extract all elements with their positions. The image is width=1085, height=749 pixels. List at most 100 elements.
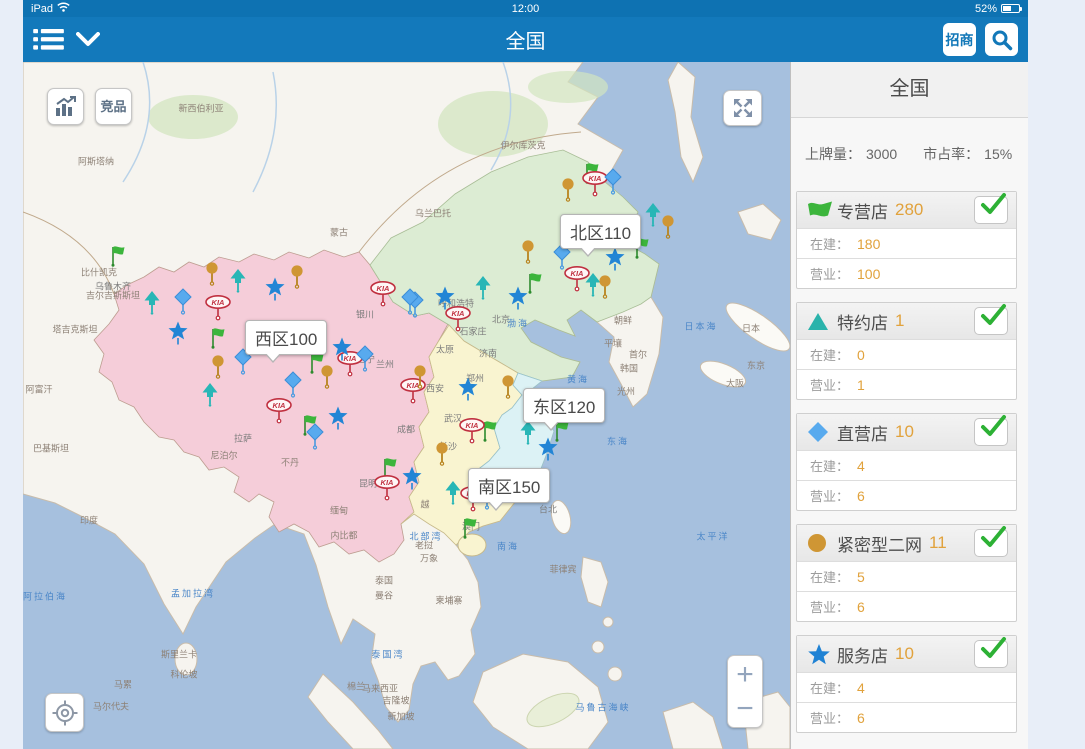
marker-circle[interactable] [210,355,226,380]
store-card-head[interactable]: 服务店 10 [797,636,1016,672]
marker-diamond[interactable] [355,345,375,372]
store-row: 在建： 4 [797,450,1016,480]
store-visibility-checkbox[interactable] [974,415,1008,446]
marker-circle[interactable] [319,365,335,390]
marker-diamond[interactable] [603,168,623,195]
marker-flag[interactable] [525,271,545,295]
page-title: 全国 [505,31,546,53]
marker-kia[interactable]: KIA [203,295,233,322]
map-place-label: 新加坡 [387,711,415,722]
zoom-in-button[interactable]: + [736,658,754,691]
marker-kia[interactable]: KIA [368,281,398,308]
marker-kia[interactable]: KIA [562,266,592,293]
marker-circle[interactable] [560,178,576,203]
map-place-label: 棉兰 [346,681,366,692]
store-card-head[interactable]: 专营店 280 [797,192,1016,228]
region-label-bubble[interactable]: 西区100 [245,320,328,363]
marker-flag[interactable] [208,326,228,350]
marker-arrow[interactable] [143,290,161,315]
marker-flag[interactable] [300,413,320,437]
marker-kia[interactable]: KIA [443,306,473,333]
store-row: 营业： 1 [797,369,1016,399]
locate-button[interactable] [45,693,84,732]
marker-arrow[interactable] [584,272,602,297]
search-button[interactable] [985,23,1018,56]
store-card: 专营店 280 在建： 180 营业： 100 [796,191,1017,289]
marker-kia[interactable]: KIA [264,398,294,425]
marker-star[interactable] [263,277,287,303]
row-label: 在建： [810,348,850,363]
store-visibility-checkbox[interactable] [974,526,1008,557]
row-value: 100 [857,265,881,282]
marker-arrow[interactable] [229,268,247,293]
region-label-bubble[interactable]: 南区150 [468,468,551,511]
store-visibility-checkbox[interactable] [974,304,1008,335]
map-place-label: 平壤 [603,338,623,349]
marker-flag[interactable] [108,244,128,268]
zoom-out-button[interactable]: − [736,692,754,725]
marker-star[interactable] [433,286,457,312]
map-place-label: 太平洋 [696,531,730,542]
chart-button[interactable] [47,88,84,125]
row-label: 营业： [810,489,850,504]
marker-star[interactable] [400,466,424,492]
chevron-down-icon[interactable] [76,32,100,47]
region-label-bubble[interactable]: 北区110 [560,214,642,257]
marker-circle[interactable] [204,262,220,287]
marker-star[interactable] [326,406,350,432]
marker-circle[interactable] [597,275,613,300]
map-place-label: 乌兰巴托 [414,208,452,219]
marker-diamond[interactable] [283,371,303,398]
marker-circle[interactable] [289,265,305,290]
market-share-value: 15% [984,145,1013,162]
region-label-bubble[interactable]: 东区120 [523,388,606,431]
marker-circle[interactable] [412,365,428,390]
marker-flag[interactable] [480,419,500,443]
store-card-head[interactable]: 紧密型二网 11 [797,525,1016,561]
marker-diamond[interactable] [173,288,193,315]
marker-arrow[interactable] [644,202,662,227]
clock: 12:00 [511,2,540,15]
marker-arrow[interactable] [201,382,219,407]
marker-star[interactable] [603,247,627,273]
marker-star[interactable] [506,286,530,312]
fullscreen-button[interactable] [723,90,762,126]
marker-arrow[interactable] [444,480,462,505]
row-label: 在建： [810,237,850,252]
svg-text:KIA: KIA [344,354,357,363]
marker-circle[interactable] [500,375,516,400]
map-place-label: 马鲁古海峡 [575,702,631,713]
marker-kia[interactable]: KIA [457,418,487,445]
star-icon [807,643,837,666]
marker-star[interactable] [166,321,190,347]
china-map[interactable] [23,62,790,749]
store-card-head[interactable]: 直营店 10 [797,414,1016,450]
marker-arrow[interactable] [519,420,537,445]
diamond-icon [807,421,837,443]
store-card-head[interactable]: 特约店 1 [797,303,1016,339]
sidebar: 全国 上牌量： 3000 市占率： 15% 专营店 280 在建 [790,62,1028,749]
marker-circle[interactable] [660,215,676,240]
marker-kia[interactable]: KIA [372,475,402,502]
map-place-label: 北部湾 [409,531,443,542]
map-area[interactable]: 新西伯利亚 阿斯塔纳 伊尔库茨克 乌兰巴托 蒙古 比什凯克 吉尔吉斯斯坦 塔吉克斯坦 阿富汗 巴基… [23,62,790,749]
marker-diamond[interactable] [400,288,420,315]
marker-star[interactable] [456,377,480,403]
marker-flag[interactable] [307,351,327,375]
marker-diamond[interactable] [305,423,325,450]
svg-text:KIA: KIA [589,174,602,183]
svg-text:KIA: KIA [452,309,465,318]
marker-arrow[interactable] [474,275,492,300]
competitor-button[interactable]: 竞品 [95,88,132,125]
store-visibility-checkbox[interactable] [974,193,1008,224]
plate-count-value: 3000 [866,145,898,162]
map-place-label: 长沙 [438,441,458,452]
store-visibility-checkbox[interactable] [974,637,1008,668]
marker-circle[interactable] [434,442,450,467]
marker-star[interactable] [536,437,560,463]
marker-flag[interactable] [460,516,480,540]
marker-circle[interactable] [520,240,536,265]
menu-icon[interactable] [33,28,66,51]
merchant-button[interactable]: 招商 [943,23,976,56]
marker-star[interactable] [330,337,354,363]
